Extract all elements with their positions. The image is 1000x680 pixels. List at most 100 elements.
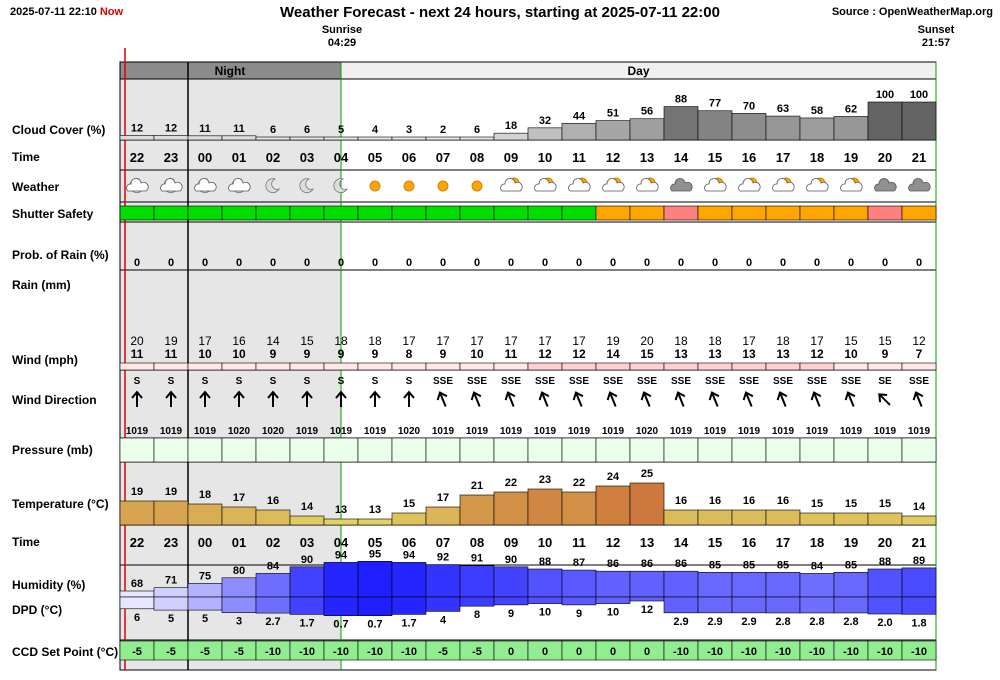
dpd-value: 2.7 (265, 616, 280, 628)
wind-arrow-head (131, 390, 143, 399)
hour-label-bottom: 23 (164, 535, 178, 550)
wind-speed-value: 10 (232, 347, 246, 361)
pressure-cell (901, 437, 937, 463)
wind-bar (187, 362, 223, 371)
ccd-value: 0 (508, 646, 514, 658)
cloud-bar (425, 136, 461, 141)
hour-label-bottom: 07 (436, 535, 450, 550)
wind-speed-value: 9 (882, 347, 889, 361)
label-wind-direction: Wind Direction (12, 393, 97, 407)
wind-arrow-shaft (915, 393, 923, 407)
rain-probability-value: 0 (338, 257, 344, 269)
sunset-time: 21:57 (921, 37, 951, 49)
pressure-value: 1019 (500, 426, 523, 437)
cloud-shape (704, 178, 727, 192)
dpd-value: 2.0 (877, 617, 892, 629)
wind-gust-value: 18 (776, 334, 790, 348)
cloud-shape (568, 178, 591, 192)
wind-arrow-icon (301, 390, 313, 407)
wind-speed-value: 7 (916, 347, 923, 361)
shutter-cell (901, 205, 937, 221)
pressure-cell (187, 437, 223, 463)
dpd-bar (901, 596, 937, 615)
humidity-value: 94 (335, 549, 348, 561)
sun-cloud-icon (840, 177, 863, 192)
pressure-value: 1019 (534, 426, 557, 437)
wind-arrow-head (436, 391, 448, 401)
pressure-value: 1019 (364, 426, 387, 437)
cloud-bar (867, 101, 903, 141)
wind-arrow-head (538, 391, 550, 401)
wind-bar (323, 362, 359, 371)
humidity-value: 94 (403, 549, 416, 561)
sunset-label: Sunset (917, 24, 955, 36)
temperature-value: 25 (641, 468, 653, 480)
cloud-value: 12 (131, 122, 143, 134)
dpd-bar (765, 596, 801, 614)
wind-arrow-icon (572, 391, 584, 407)
cloud-value: 77 (709, 98, 721, 110)
moon-shape (333, 178, 348, 193)
sun-cloud-icon (636, 177, 659, 192)
moon-icon (333, 178, 348, 193)
wind-arrow-head (776, 391, 788, 401)
temperature-bar (595, 485, 631, 526)
dpd-value: 12 (641, 604, 653, 616)
shutter-cell (425, 205, 461, 221)
temperature-bar (867, 512, 903, 526)
dpd-bar (493, 596, 529, 606)
humidity-value: 80 (233, 565, 245, 577)
wind-gust-value: 18 (708, 334, 722, 348)
humidity-value: 89 (913, 555, 925, 567)
pressure-value: 1019 (160, 426, 183, 437)
cloud-shape (806, 178, 829, 192)
rain-probability-value: 0 (848, 257, 854, 269)
wind-bar (901, 362, 937, 371)
cloud-bar (833, 116, 869, 141)
humidity-bar (527, 568, 563, 598)
wind-gust-value: 12 (912, 334, 926, 348)
wind-arrow-shaft (879, 394, 891, 406)
wind-arrow-head (301, 390, 313, 399)
cloud-shape (908, 178, 931, 192)
wind-arrow-head (912, 391, 924, 401)
wind-gust-value: 14 (266, 334, 280, 348)
wind-direction-label: SSE (501, 376, 521, 387)
temperature-value: 21 (471, 480, 483, 492)
ccd-value: -5 (438, 646, 448, 658)
hour-label-bottom: 10 (538, 535, 552, 550)
wind-bar (357, 362, 393, 371)
hour-label-bottom: 00 (198, 535, 212, 550)
band-day-label: Day (627, 64, 649, 78)
sun-icon (403, 180, 415, 192)
wind-bar (425, 362, 461, 371)
humidity-bar (561, 569, 597, 598)
dpd-value: 1.8 (911, 617, 926, 629)
wind-arrow-head (470, 391, 482, 401)
wind-arrow-shaft (711, 393, 719, 407)
humidity-bar (187, 582, 223, 598)
rain-probability-value: 0 (134, 257, 140, 269)
cloud-value: 62 (845, 103, 857, 115)
hour-label: 19 (844, 150, 858, 165)
wind-arrow-icon (504, 391, 516, 407)
dpd-value: 1.7 (401, 617, 416, 629)
dpd-value: 10 (539, 607, 551, 619)
dpd-value: 0.7 (367, 619, 382, 631)
wind-direction-label: SSE (671, 376, 691, 387)
pressure-cell (425, 437, 461, 463)
pressure-cell (289, 437, 325, 463)
rain-probability-value: 0 (508, 257, 514, 269)
wind-arrow-shaft (473, 393, 481, 407)
cloud-bar (493, 132, 529, 141)
humidity-value: 92 (437, 552, 449, 564)
wind-bar (289, 362, 325, 371)
ccd-value: -5 (132, 646, 142, 658)
wind-arrow-icon (436, 391, 448, 407)
cloud-value: 51 (607, 108, 619, 120)
humidity-bar (629, 570, 665, 598)
dpd-bar (255, 596, 291, 614)
wind-arrow-head (742, 391, 754, 401)
wind-speed-value: 14 (606, 347, 620, 361)
